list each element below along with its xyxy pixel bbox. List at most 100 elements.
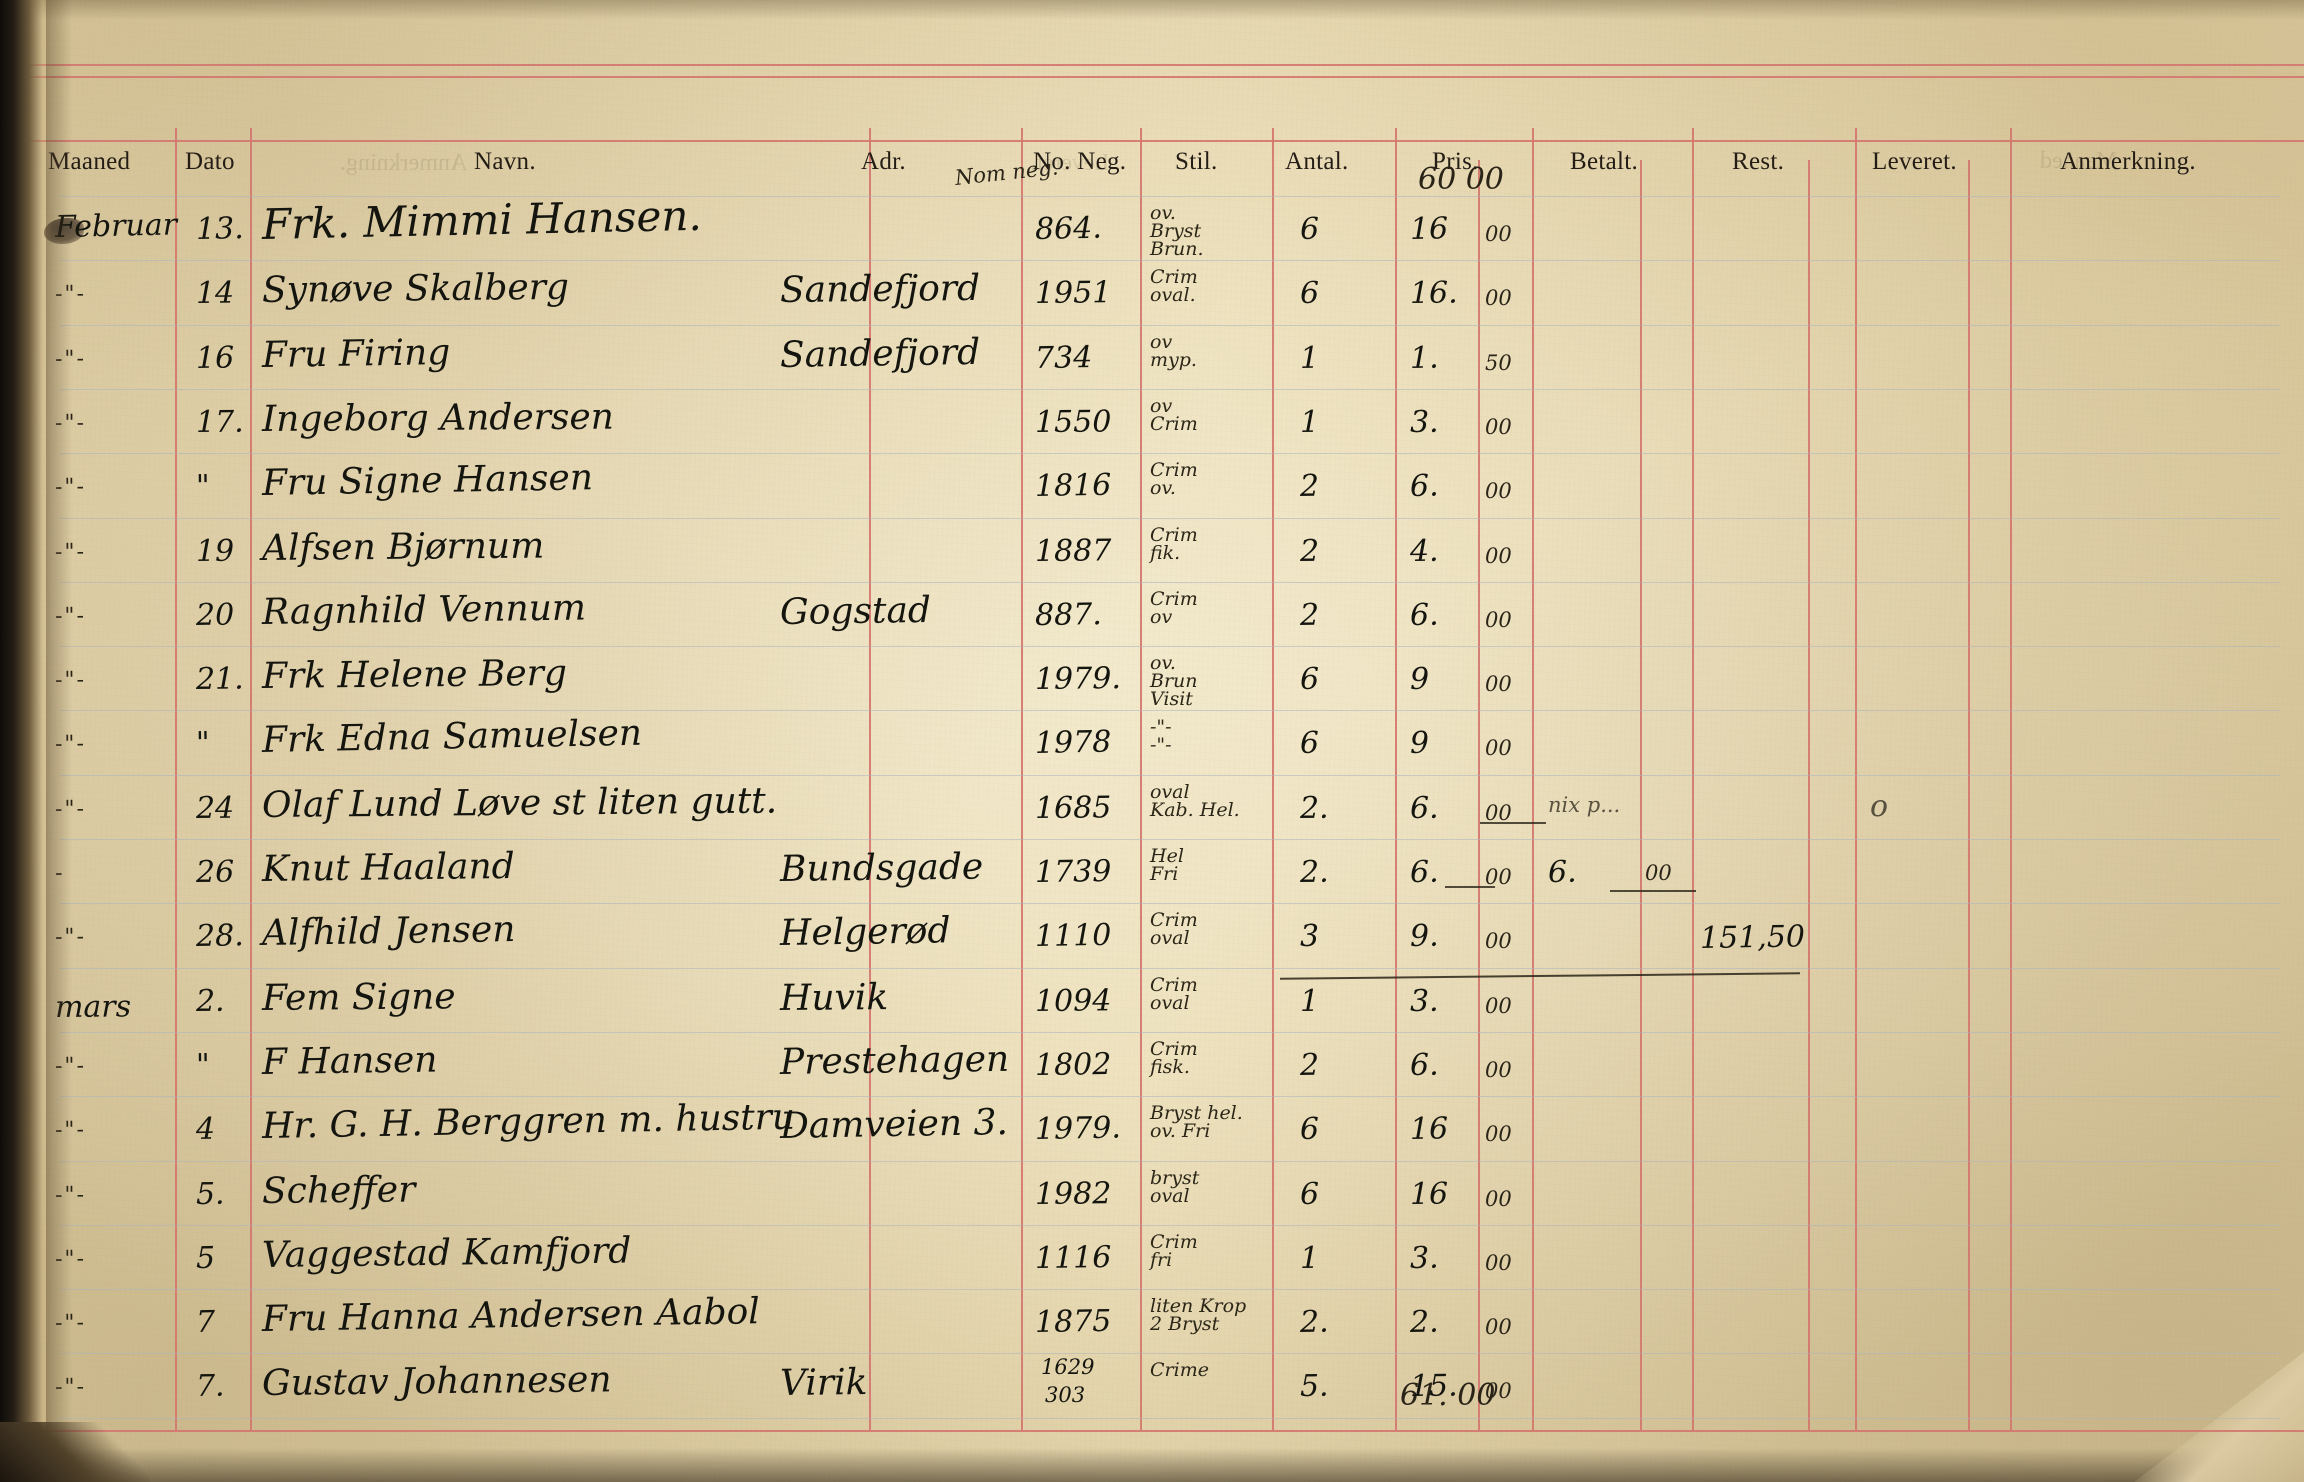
rule-col-rest-ore xyxy=(1808,160,1810,1430)
cell-stil: Hel Fri xyxy=(1150,846,1184,886)
cell-noneg: 864. xyxy=(1034,210,1103,247)
column-header-antal: Antal. xyxy=(1285,148,1349,175)
cell-stil-line: Crim xyxy=(1150,909,1198,932)
rule-red-header-bottom xyxy=(0,140,2304,142)
cell-stil: Crim fik. xyxy=(1150,525,1198,564)
cell-stil-line: Crim xyxy=(1150,587,1198,610)
cell-antal: 1 xyxy=(1299,983,1320,1019)
cell-noneg: 1982 xyxy=(1034,1175,1112,1212)
cell-stil-line: Brun xyxy=(1150,670,1198,693)
cell-stil: ov Crim xyxy=(1150,396,1198,435)
column-header-rest: Rest. xyxy=(1732,148,1785,175)
cell-stil-line: Crim xyxy=(1150,266,1198,289)
cell-stil: -"- -"- xyxy=(1150,718,1172,755)
cell-pris-kr: 9 xyxy=(1409,661,1430,698)
cell-pris-ore: 00 xyxy=(1485,479,1512,504)
cell-noneg: 1979. xyxy=(1034,661,1122,698)
annotation-pris-total: 61. 00 xyxy=(1400,1378,1496,1413)
cell-antal: 2 xyxy=(1299,533,1320,569)
cell-antal: 6 xyxy=(1299,1111,1320,1148)
column-header-stil: Stil. xyxy=(1175,148,1218,175)
cell-navn: Ragnhild Vennum xyxy=(261,587,587,633)
cell-dato: 17. xyxy=(195,404,244,440)
cell-pris-kr: 6. xyxy=(1409,597,1439,633)
cell-stil: Bryst hel. ov. Fri xyxy=(1150,1104,1243,1143)
cell-stil: Crim fisk. xyxy=(1150,1039,1198,1076)
cell-stil-line: Visit xyxy=(1150,688,1193,711)
cell-dato: 24 xyxy=(195,790,235,826)
bleed-through-text: Anmerkning. xyxy=(340,150,468,176)
cell-pris-kr: 16 xyxy=(1409,211,1449,247)
cell-dato: 7 xyxy=(195,1304,216,1341)
ruled-line xyxy=(60,646,2280,648)
cell-stil-line: ov. Fri xyxy=(1150,1120,1211,1143)
top-edge-shadow xyxy=(0,0,2304,20)
cell-navn: Synøve Skalberg xyxy=(261,267,570,312)
cell-noneg: 1802 xyxy=(1034,1046,1112,1083)
cell-pris-ore: 50 xyxy=(1485,350,1512,375)
cell-dato: " xyxy=(195,726,211,762)
cell-pris-kr: 3. xyxy=(1409,404,1439,440)
rule-col-maaned xyxy=(175,140,177,1430)
cell-stil-line: ov xyxy=(1150,605,1173,628)
rule-col-betalt-ore xyxy=(1640,160,1642,1430)
cell-noneg: 1685 xyxy=(1034,790,1112,826)
cell-stil-line: Crim xyxy=(1150,459,1198,482)
annotation-nom-neg: Nom neg. xyxy=(953,155,1060,190)
cell-leveret-mark-row10: o xyxy=(1870,788,1889,824)
cell-dato: 4 xyxy=(195,1111,216,1148)
annotation-pris-top: 60 00 xyxy=(1418,162,1504,197)
column-header-anmerkning: Anmerkning. xyxy=(2060,148,2196,175)
cell-stil-line: ov xyxy=(1150,330,1173,353)
rule-col-leveret xyxy=(2010,128,2012,1430)
ruled-line xyxy=(60,1096,2280,1098)
cell-antal: 1 xyxy=(1299,340,1320,376)
rule-red-top-1 xyxy=(0,64,2304,66)
column-header-maaned: Maaned xyxy=(48,148,131,175)
cell-navn: Frk Helene Berg xyxy=(261,652,568,698)
cell-pris-ore: 00 xyxy=(1485,1057,1512,1082)
cell-stil: ov. Bryst Brun. xyxy=(1150,203,1204,258)
cell-noneg: 887. xyxy=(1034,596,1103,633)
rule-col-antal xyxy=(1395,128,1397,1430)
cell-stil: Crim oval. xyxy=(1150,266,1198,305)
cell-antal: 6 xyxy=(1299,276,1320,312)
book-binding-shadow xyxy=(46,0,72,1482)
strike-mark-betalt-row11 xyxy=(1610,890,1696,892)
cell-pris-ore: 00 xyxy=(1485,736,1512,761)
cell-antal: 1 xyxy=(1299,404,1320,440)
cell-stil: Crim oval xyxy=(1150,973,1198,1014)
cell-stil-line: oval xyxy=(1150,780,1190,803)
column-header-leveret: Leveret. xyxy=(1872,148,1957,175)
column-header-navn: Navn. xyxy=(474,148,536,175)
cell-stil-line: Kab. Hel. xyxy=(1150,798,1240,821)
cell-stil-line: fik. xyxy=(1150,541,1181,564)
cell-stil-line: Crim xyxy=(1150,412,1198,435)
rule-red-bottom xyxy=(0,1430,2304,1432)
cell-antal: 2. xyxy=(1299,1304,1329,1341)
cell-stil-line: Bryst xyxy=(1150,220,1202,243)
ruled-line xyxy=(60,1224,2280,1226)
bottom-left-corner-dark xyxy=(0,1422,150,1482)
cell-noneg: 1110 xyxy=(1034,918,1112,955)
cell-betalt-ore: 00 xyxy=(1645,861,1672,885)
cell-antal: 6 xyxy=(1299,211,1320,247)
ruled-line xyxy=(60,774,2280,776)
cell-stil: Crim fri xyxy=(1150,1232,1198,1269)
cell-antal: 2 xyxy=(1299,597,1320,633)
cell-betalt-kr: 6. xyxy=(1547,854,1577,890)
cell-pris-ore: 00 xyxy=(1485,993,1512,1018)
column-header-pris: Pris. xyxy=(1432,148,1479,175)
cell-adr: Bundsgade xyxy=(779,846,984,890)
book-binding-edge xyxy=(0,0,52,1482)
cell-stil-line: oval xyxy=(1150,991,1190,1014)
cell-noneg: 1816 xyxy=(1034,467,1112,505)
cell-navn: Fem Signe xyxy=(261,975,456,1019)
cell-stil-line: ov. xyxy=(1150,652,1176,675)
cell-dato: 14 xyxy=(195,275,235,312)
cell-stil-line: Crim xyxy=(1150,973,1198,996)
cell-navn: Fru Hanna Andersen Aabol xyxy=(261,1291,761,1341)
ruled-line xyxy=(60,453,2280,455)
cell-stil-line: Fri xyxy=(1150,863,1179,886)
